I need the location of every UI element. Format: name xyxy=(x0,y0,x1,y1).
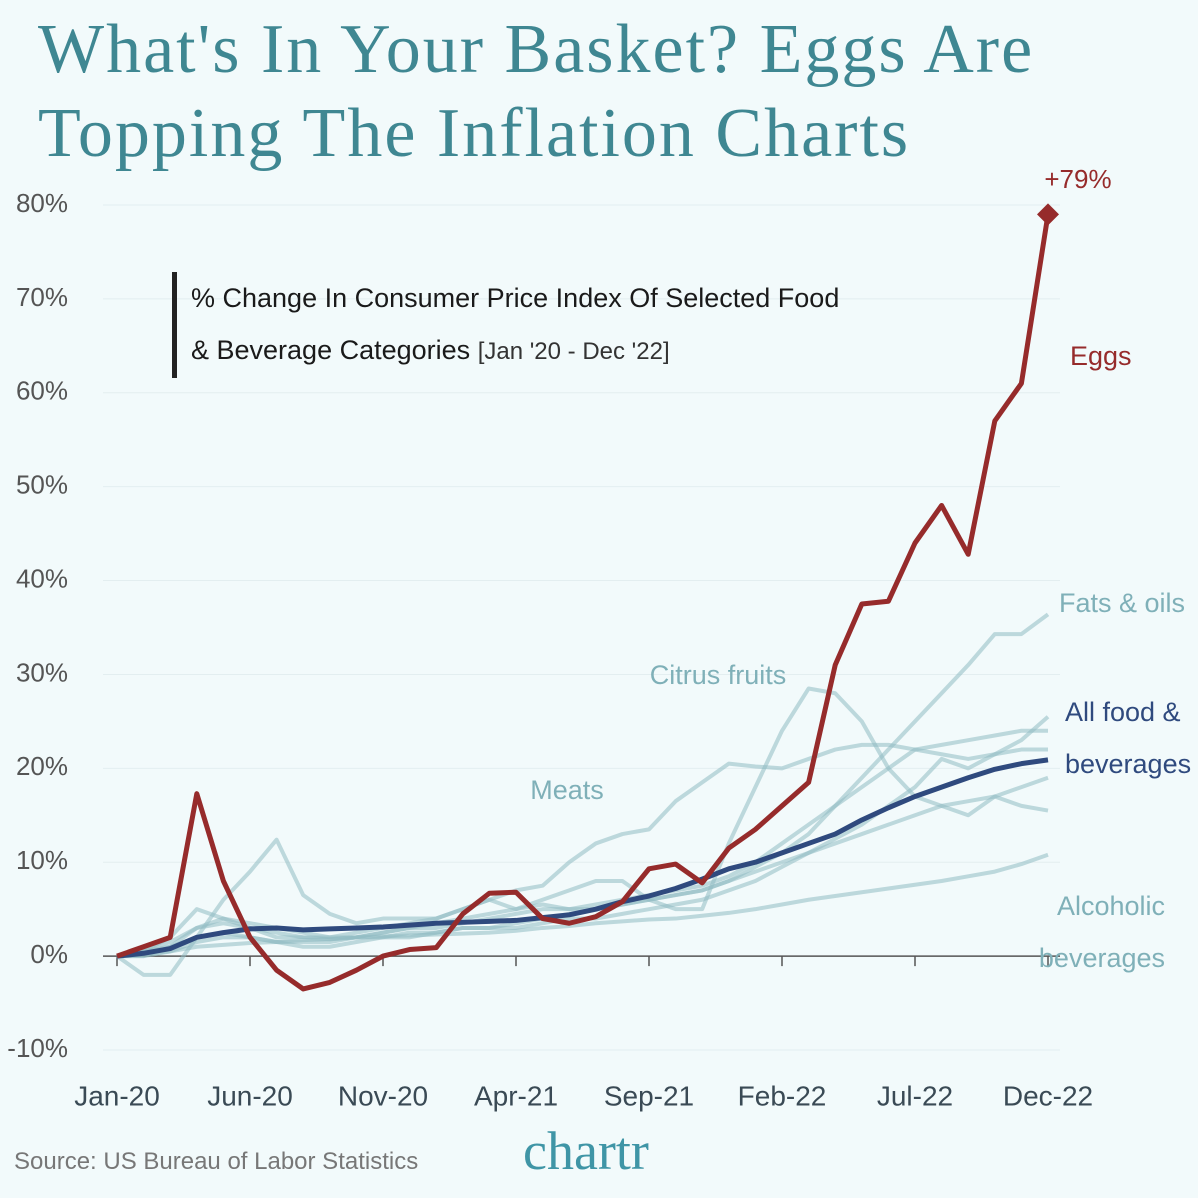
y-tick-label: 10% xyxy=(16,845,68,875)
subtitle-box: % Change In Consumer Price Index Of Sele… xyxy=(172,272,841,378)
y-tick-label: 50% xyxy=(16,470,68,500)
y-tick-label: 40% xyxy=(16,563,68,593)
y-tick-label: -10% xyxy=(7,1033,68,1063)
y-tick-label: 60% xyxy=(16,376,68,406)
x-tick-label: Feb-22 xyxy=(738,1080,827,1111)
source: Source: US Bureau of Labor Statistics xyxy=(14,1148,419,1175)
x-tick-label: Apr-21 xyxy=(474,1080,558,1111)
value-label: +79% xyxy=(1044,164,1111,194)
series-label: Fats & oils xyxy=(1059,588,1185,618)
x-tick-label: Jun-20 xyxy=(207,1080,293,1111)
x-tick-label: Jan-20 xyxy=(74,1080,160,1111)
x-tick-label: Dec-22 xyxy=(1003,1080,1093,1111)
y-tick-label: 0% xyxy=(30,939,68,969)
x-tick-label: Sep-21 xyxy=(604,1080,694,1111)
y-tick-label: 80% xyxy=(16,188,68,218)
end-marker xyxy=(1037,203,1059,226)
y-tick-label: 30% xyxy=(16,657,68,687)
series-label: Alcoholic beverages xyxy=(1039,891,1165,973)
series-line xyxy=(116,742,1048,959)
x-tick-label: Jul-22 xyxy=(877,1080,953,1111)
subtitle: % Change In Consumer Price Index Of Sele… xyxy=(191,283,840,365)
series-label: Citrus fruits xyxy=(650,660,787,690)
series-line xyxy=(115,686,1049,977)
subtitle-note: [Jan '20 - Dec '22] xyxy=(477,338,670,365)
x-tick-label: Nov-20 xyxy=(338,1080,428,1111)
logo: chartr xyxy=(523,1121,649,1181)
main-line xyxy=(116,214,1051,992)
main-line xyxy=(116,757,1049,959)
series-label: All food & beverages xyxy=(1065,697,1191,779)
series-label: Eggs xyxy=(1070,341,1132,371)
y-tick-label: 20% xyxy=(16,751,68,781)
chart-title: What's In Your Basket? Eggs Are Topping … xyxy=(38,11,1035,172)
series-label: Meats xyxy=(530,775,604,805)
y-tick-label: 70% xyxy=(16,282,68,312)
